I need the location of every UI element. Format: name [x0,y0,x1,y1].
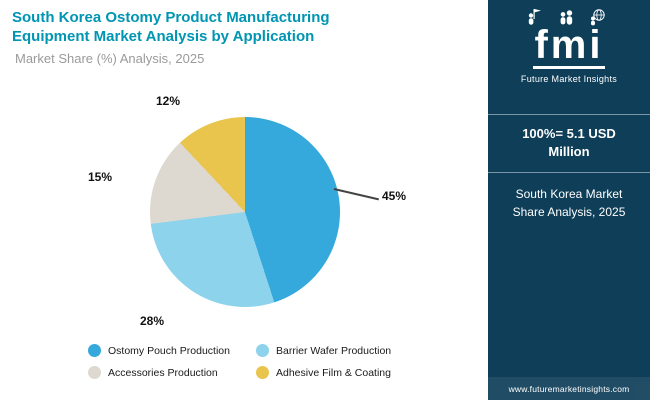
leader-line-45 [333,188,379,200]
panel-divider-bottom [488,172,650,174]
logo-wordmark: fmi [534,23,604,67]
legend-dot-adhesive-film [256,366,269,379]
panel-caption: South Korea Market Share Analysis, 2025 [512,187,626,220]
pie-label-45: 45% [382,189,407,203]
pie-label-12: 12% [156,94,181,108]
page-title: South Korea Ostomy Product Manufacturing… [12,9,330,45]
legend-item-barrier-wafer: Barrier Wafer Production [256,344,391,357]
legend-dot-barrier-wafer [256,344,269,357]
brand-panel: fmi Future Market Insights 100%= 5.1 USD… [488,0,650,400]
legend-label: Accessories Production [108,366,218,379]
legend-dot-ostomy-pouch [88,344,101,357]
legend-label: Ostomy Pouch Production [108,344,230,357]
legend: Ostomy Pouch Production Barrier Wafer Pr… [88,344,391,379]
pie-chart [150,117,340,307]
pie-label-15: 15% [88,170,113,184]
website-url: www.futuremarketinsights.com [488,377,650,400]
legend-label: Barrier Wafer Production [276,344,392,357]
page-subtitle: Market Share (%) Analysis, 2025 [15,50,205,66]
logo-figures-icon [528,9,605,26]
chart-area: South Korea Ostomy Product Manufacturing… [0,0,488,379]
legend-item-ostomy-pouch: Ostomy Pouch Production [88,344,256,357]
legend-item-adhesive-film: Adhesive Film & Coating [256,366,391,379]
legend-item-accessories: Accessories Production [88,366,256,379]
people-icon [560,10,573,25]
flag-person-icon [528,9,541,25]
panel-divider-top [488,114,650,115]
logo-underline [532,66,605,69]
fmi-logo: fmi Future Market Insights [521,8,617,84]
pie-label-28: 28% [140,314,165,328]
market-size-stat: 100%= 5.1 USD Million [522,126,616,159]
chart-header: South Korea Ostomy Product Manufacturing… [0,0,488,66]
legend-dot-accessories [88,366,101,379]
globe-person-icon [590,9,605,26]
logo-tagline: Future Market Insights [520,74,618,84]
legend-label: Adhesive Film & Coating [276,366,391,379]
